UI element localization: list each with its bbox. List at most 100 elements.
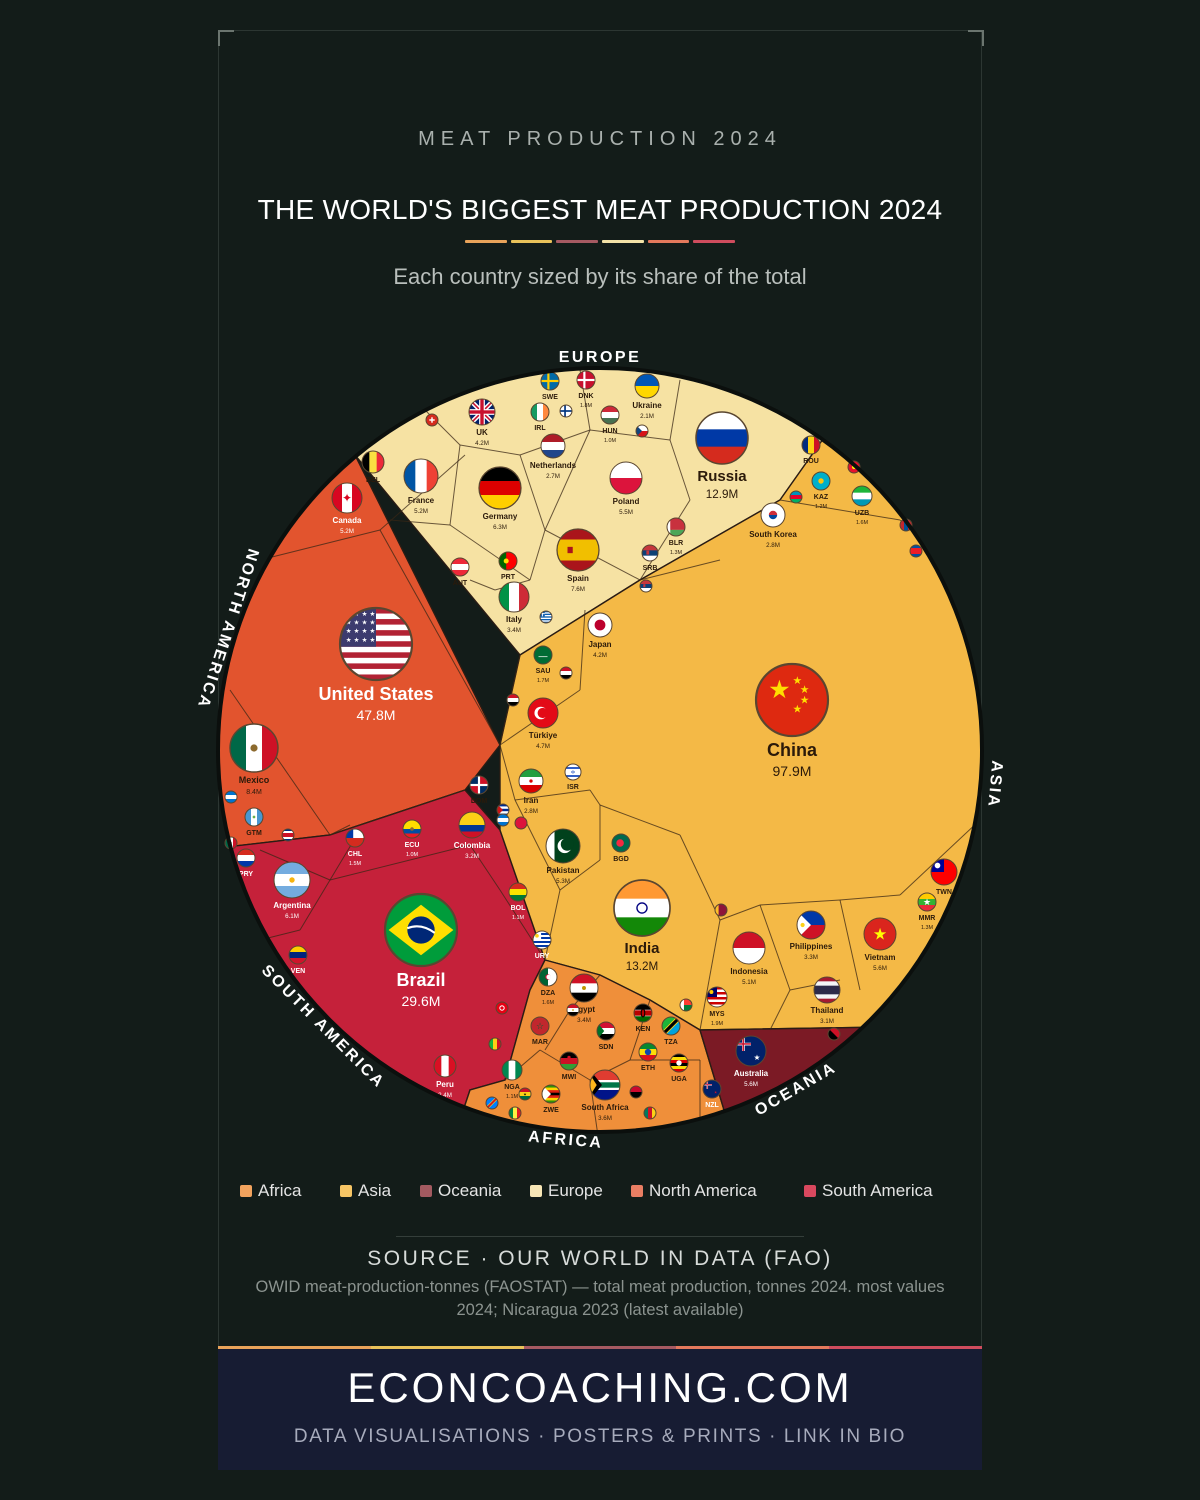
- netherlands-flag-icon: [540, 433, 566, 459]
- legend-item-north-america: North America: [631, 1181, 757, 1201]
- svg-text:✦: ✦: [342, 491, 352, 505]
- country-value-china: 97.9M: [773, 763, 812, 779]
- svg-text:★: ★: [354, 619, 360, 627]
- country-label-japan: Japan: [588, 640, 611, 649]
- frame-corner-top-left: [218, 30, 234, 46]
- ireland-flag-icon: [530, 402, 550, 422]
- uruguay-flag-icon: [532, 930, 552, 950]
- cell-border: [639, 559, 721, 581]
- svg-text:★: ★: [800, 694, 810, 707]
- country-value-thailand: 3.1M: [820, 1018, 834, 1025]
- legend-item-europe: Europe: [530, 1181, 603, 1201]
- country-value-sau: 1.7M: [537, 678, 550, 684]
- congo-flag-icon: [485, 1096, 499, 1110]
- cell-border: [329, 859, 411, 881]
- country-value-dza: 1.6M: [542, 1000, 555, 1006]
- cell-border: [519, 454, 546, 531]
- czech-flag-icon: [635, 424, 649, 438]
- country-label-peru: Peru: [436, 1080, 454, 1089]
- country-label-srb: SRB: [643, 565, 658, 572]
- country-label-germany: Germany: [483, 512, 518, 521]
- country-label-dza: DZA: [541, 990, 555, 997]
- country-value-italy: 3.4M: [507, 627, 521, 634]
- svg-text:★: ★: [714, 1091, 717, 1095]
- uk-flag-icon: [468, 398, 496, 426]
- country-value-mys: 1.9M: [711, 1021, 724, 1027]
- country-value-peru: 2.4M: [438, 1092, 452, 1099]
- cell-border: [839, 899, 861, 991]
- country-value-france: 5.2M: [414, 508, 428, 515]
- ethiopia-flag-icon: [638, 1042, 658, 1062]
- serbia-flag-icon: [641, 544, 659, 562]
- legend-swatch: [420, 1185, 432, 1197]
- svg-text:★: ★: [362, 619, 368, 627]
- svg-text:★: ★: [793, 703, 803, 716]
- country-value-nga: 1.1M: [506, 1094, 519, 1100]
- cell-border: [769, 989, 791, 1031]
- cell-border: [719, 904, 761, 921]
- svg-text:★: ★: [523, 1093, 526, 1097]
- legend-item-asia: Asia: [340, 1181, 391, 1201]
- source-heading: SOURCE · OUR WORLD IN DATA (FAO): [367, 1247, 833, 1270]
- iran-flag-icon: [518, 768, 544, 794]
- svg-text:★: ★: [362, 627, 368, 635]
- country-label-poland: Poland: [613, 497, 640, 506]
- syria-flag-icon: [559, 666, 573, 680]
- venezuela-flag-icon: [288, 945, 308, 965]
- cell-border: [449, 444, 461, 526]
- bolivia-flag-icon: [508, 882, 528, 902]
- cell-border: [459, 444, 521, 456]
- denmark-flag-icon: [576, 370, 596, 390]
- country-label-italy: Italy: [506, 615, 523, 624]
- azerbaijan-flag-icon: [789, 490, 803, 504]
- country-value-brazil: 29.6M: [402, 993, 441, 1009]
- svg-text:★: ★: [768, 675, 791, 704]
- cell-border: [779, 499, 901, 521]
- country-value-south-africa: 3.6M: [598, 1115, 612, 1122]
- country-label-uga: UGA: [671, 1076, 687, 1083]
- cell-border: [544, 429, 591, 531]
- legend-label: Europe: [548, 1181, 603, 1200]
- country-value-uzb: 1.6M: [856, 520, 869, 526]
- country-value-south-korea: 2.8M: [766, 542, 780, 549]
- country-label-mmr: MMR: [919, 915, 936, 922]
- country-value-australia: 5.6M: [744, 1081, 758, 1088]
- country-label-thailand: Thailand: [811, 1006, 844, 1015]
- colombia-flag-icon: [458, 811, 486, 839]
- country-value-chl: 1.5M: [349, 861, 362, 867]
- legend-label: Asia: [358, 1181, 392, 1200]
- cell-border: [839, 894, 901, 901]
- serbia-flag-icon: [639, 579, 653, 593]
- svg-text:★: ★: [354, 627, 360, 635]
- country-label-brazil: Brazil: [396, 970, 445, 990]
- country-value-japan: 4.2M: [593, 652, 607, 659]
- country-value-pakistan: 5.3M: [556, 878, 570, 885]
- egypt-flag-icon: [569, 973, 599, 1003]
- country-label-tza: TZA: [664, 1039, 678, 1046]
- belgium-flag-icon: [361, 450, 385, 474]
- country-value-ukraine: 2.1M: [640, 413, 654, 420]
- nigeria-flag-icon: [501, 1059, 523, 1081]
- brand-name[interactable]: ECONCOACHING.COM: [347, 1364, 853, 1411]
- legend-label: North America: [649, 1181, 757, 1200]
- mexico-flag-icon: [229, 723, 279, 773]
- pakistan-flag-icon: [545, 828, 581, 864]
- kicker: MEAT PRODUCTION 2024: [418, 128, 782, 150]
- svg-text:★: ★: [354, 636, 360, 644]
- saudi-flag-icon: [533, 645, 553, 665]
- cell-border: [559, 859, 601, 891]
- country-value-dnk: 1.8M: [580, 403, 593, 409]
- country-label-canada: Canada: [333, 516, 362, 525]
- region-cells: [218, 368, 982, 1132]
- cell-border: [299, 879, 331, 931]
- cell-border: [514, 789, 591, 801]
- cell-border: [899, 819, 981, 896]
- country-label-chl: CHL: [348, 851, 363, 858]
- brand-tagline: DATA VISUALISATIONS · POSTERS & PRINTS ·…: [293, 1426, 907, 1447]
- country-value-india: 13.2M: [626, 960, 658, 973]
- country-label-irl: IRL: [534, 425, 546, 432]
- legend-label: Africa: [258, 1181, 302, 1200]
- svg-text:★: ★: [370, 619, 376, 627]
- tunisia-flag-icon: [495, 1001, 509, 1015]
